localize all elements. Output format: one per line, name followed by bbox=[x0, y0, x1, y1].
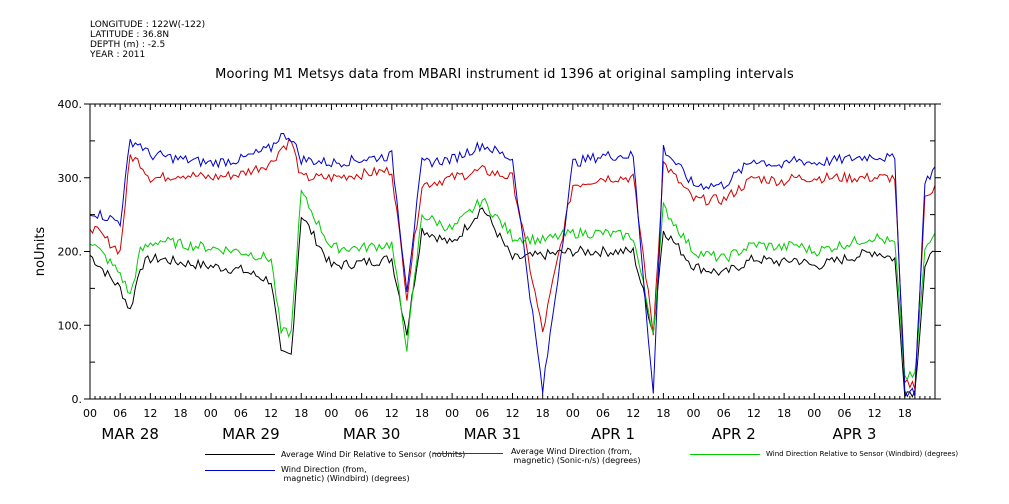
legend-label-2: Wind Direction Relative to Sensor (Windb… bbox=[766, 450, 959, 458]
legend-swatch-2 bbox=[690, 454, 760, 455]
x-hour-label-96: 00 bbox=[566, 407, 580, 420]
x-day-label-1: MAR 29 bbox=[222, 425, 279, 443]
depth-text: DEPTH (m) : -2.5 bbox=[90, 40, 166, 50]
x-day-label-0: MAR 28 bbox=[101, 425, 158, 443]
x-hour-label-24: 00 bbox=[204, 407, 218, 420]
x-hour-label-42: 18 bbox=[294, 407, 308, 420]
chart-title: Mooring M1 Metsys data from MBARI instru… bbox=[215, 67, 794, 82]
y-tick-label-300: 300. bbox=[58, 172, 83, 185]
x-hour-label-78: 06 bbox=[475, 407, 489, 420]
legend-label-0: Average Wind Dir Relative to Sensor (noU… bbox=[281, 450, 466, 459]
x-hour-label-120: 00 bbox=[687, 407, 701, 420]
x-hour-label-150: 06 bbox=[837, 407, 851, 420]
x-day-label-5: APR 2 bbox=[712, 425, 756, 443]
x-day-label-4: APR 1 bbox=[591, 425, 635, 443]
x-hour-label-12: 12 bbox=[143, 407, 157, 420]
series-line-0 bbox=[89, 207, 936, 399]
year-text: YEAR : 2011 bbox=[90, 50, 146, 60]
legend-label-3: Wind Direction (from, magnetic) (Windbir… bbox=[281, 465, 410, 483]
x-hour-label-36: 12 bbox=[264, 407, 278, 420]
x-hour-label-108: 12 bbox=[626, 407, 640, 420]
x-hour-label-132: 12 bbox=[747, 407, 761, 420]
x-hour-label-162: 18 bbox=[898, 407, 912, 420]
legend-swatch-3 bbox=[205, 470, 275, 471]
x-hour-label-54: 06 bbox=[355, 407, 369, 420]
x-hour-label-6: 06 bbox=[113, 407, 127, 420]
x-hour-label-114: 18 bbox=[656, 407, 670, 420]
x-hour-label-66: 18 bbox=[415, 407, 429, 420]
x-hour-label-90: 18 bbox=[536, 407, 550, 420]
series-line-1 bbox=[89, 138, 936, 390]
plot-frame bbox=[89, 103, 936, 400]
y-tick-label-100: 100. bbox=[58, 319, 83, 332]
x-day-label-2: MAR 30 bbox=[343, 425, 400, 443]
x-hour-label-60: 12 bbox=[385, 407, 399, 420]
x-hour-label-18: 18 bbox=[174, 407, 188, 420]
legend-label-1: Average Wind Direction (from, magnetic) … bbox=[511, 447, 641, 465]
x-hour-label-156: 12 bbox=[868, 407, 882, 420]
x-hour-label-72: 00 bbox=[445, 407, 459, 420]
y-tick-label-400: 400. bbox=[58, 98, 83, 111]
x-hour-label-126: 06 bbox=[717, 407, 731, 420]
x-hour-label-144: 00 bbox=[807, 407, 821, 420]
x-day-label-3: MAR 31 bbox=[464, 425, 521, 443]
y-tick-label-0: 0. bbox=[72, 393, 83, 406]
x-day-label-6: APR 3 bbox=[832, 425, 876, 443]
series-line-3 bbox=[89, 133, 936, 398]
metadata-block: LONGITUDE : 122W(-122) LATITUDE : 36.8N … bbox=[90, 20, 205, 60]
x-hour-label-84: 12 bbox=[506, 407, 520, 420]
x-hour-label-30: 06 bbox=[234, 407, 248, 420]
x-hour-label-48: 00 bbox=[324, 407, 338, 420]
x-hour-label-102: 06 bbox=[596, 407, 610, 420]
x-hour-label-138: 18 bbox=[777, 407, 791, 420]
latitude-text: LATITUDE : 36.8N bbox=[90, 30, 170, 40]
legend-swatch-1 bbox=[433, 453, 503, 454]
longitude-text: LONGITUDE : 122W(-122) bbox=[90, 20, 206, 30]
series-line-2 bbox=[89, 188, 936, 381]
y-axis-label: noUnits bbox=[33, 227, 48, 277]
legend-swatch-0 bbox=[205, 454, 275, 455]
x-hour-label-0: 00 bbox=[83, 407, 97, 420]
y-tick-label-200: 200. bbox=[58, 246, 83, 259]
